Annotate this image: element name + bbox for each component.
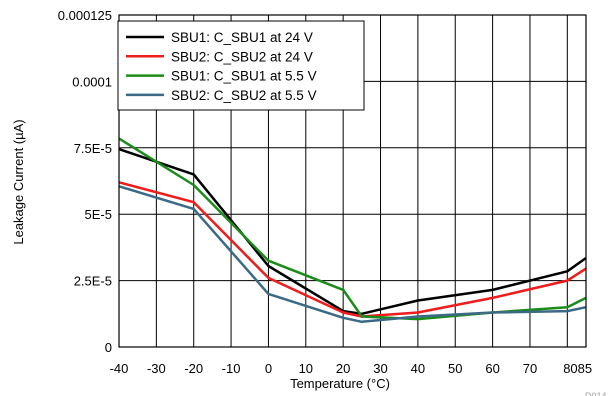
data-series [118,137,587,324]
legend-label-3: SBU1: C_SBU1 at 5.5 V [171,69,317,84]
figure-id: D014 [585,391,607,396]
y-tick-label: 0 [105,340,112,355]
x-tick-label: 20 [336,361,350,376]
x-tick-label: -40 [110,361,129,376]
y-axis-ticks: 0 2.5E-5 5E-5 7.5E-5 0.0001 0.000125 [58,8,112,355]
series-line-4 [118,185,587,324]
plot-frame [118,14,587,348]
x-tick-label: 70 [523,361,537,376]
x-tick-label: 8085 [563,361,592,376]
legend-label-4: SBU2: C_SBU2 at 5.5 V [171,88,317,103]
x-tick-label: 10 [299,361,313,376]
series-line-1 [118,147,587,316]
x-tick-label: 40 [411,361,425,376]
legend-label-1: SBU1: C_SBU1 at 24 V [171,30,313,45]
legend-label-2: SBU2: C_SBU2 at 24 V [171,49,313,64]
y-tick-label: 0.000125 [58,8,112,23]
y-axis-label: Leakage Current (µA) [11,119,26,244]
x-tick-label: -20 [184,361,203,376]
plot-border [118,14,587,348]
x-tick-label: 60 [485,361,499,376]
x-tick-label: 50 [448,361,462,376]
x-axis-ticks: -40 -30 -20 -10 0 10 20 30 40 50 60 70 8085 [110,361,593,376]
x-tick-label: -30 [147,361,166,376]
y-tick-label: 0.0001 [72,74,112,89]
legend: SBU1: C_SBU1 at 24 V SBU2: C_SBU2 at 24 V… [117,20,365,111]
y-tick-label: 2.5E-5 [74,274,112,289]
series-line-3 [118,137,587,321]
series-line-2 [118,181,587,318]
x-tick-label: 30 [373,361,387,376]
x-tick-label: -10 [222,361,241,376]
x-tick-label: 0 [265,361,272,376]
y-tick-label: 7.5E-5 [74,141,112,156]
y-tick-label: 5E-5 [85,207,112,222]
x-axis-label: Temperature (°C) [290,376,390,391]
